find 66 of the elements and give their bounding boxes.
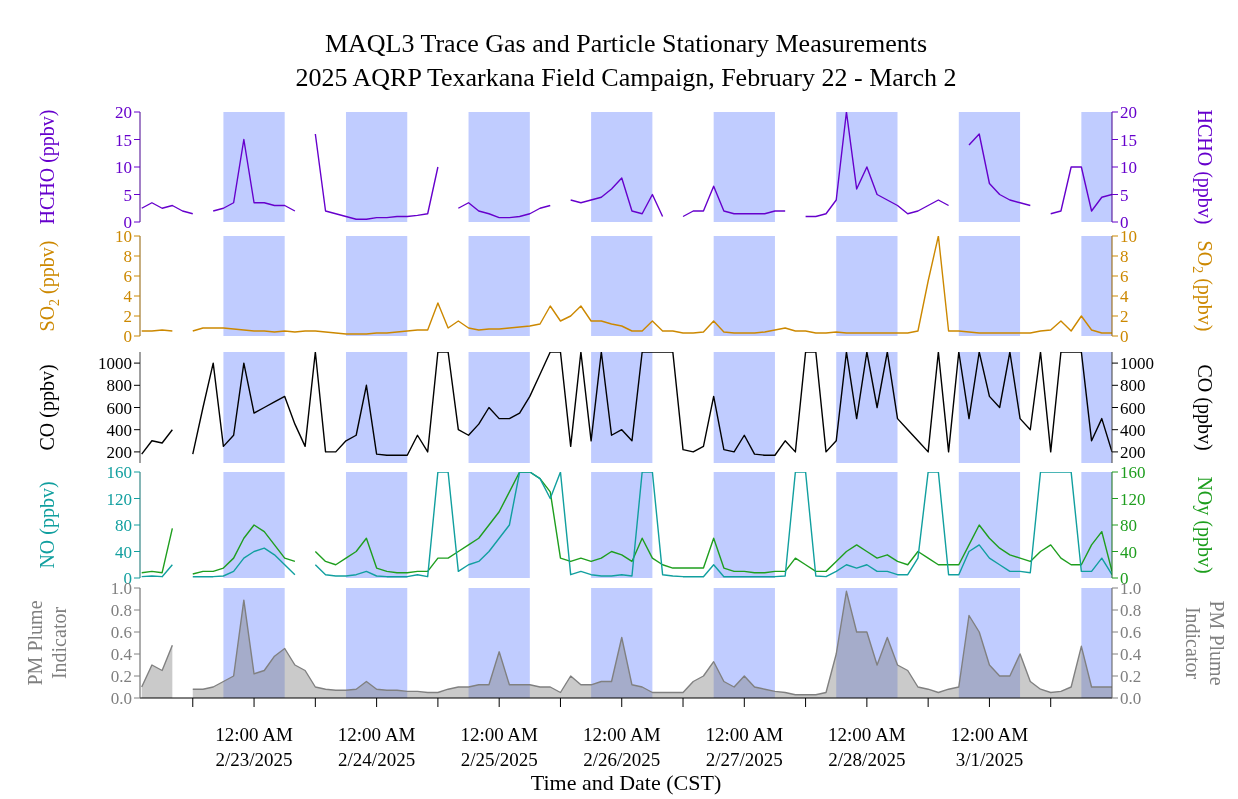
y2-tick-label: 0.8: [1120, 601, 1142, 621]
y2-axis-title: HCHO (ppbv): [1193, 109, 1216, 225]
y-tick-label: 0.6: [110, 623, 132, 643]
y2-tick-label: 2: [1120, 307, 1129, 327]
y-tick-label: 0.4: [110, 645, 133, 665]
y-tick-label: 20: [115, 103, 132, 123]
y2-tick-label: 160: [1120, 463, 1146, 483]
y2-tick-label: 8: [1120, 247, 1129, 267]
y-tick-label: 10: [115, 227, 132, 247]
y2-tick-label: 20: [1120, 103, 1137, 123]
y2-tick-label: 40: [1120, 542, 1137, 562]
x-tick-label: 12:00 AM 3/1/2025: [950, 723, 1029, 769]
y-axis-title: CO (ppbv): [36, 364, 59, 451]
y-tick-label: 6: [123, 267, 132, 287]
chart-subtitle: 2025 AQRP Texarkana Field Campaign, February 22 - March 2: [294, 62, 958, 94]
y2-axis-title: NOy (ppbv): [1193, 476, 1216, 574]
y-tick-label: 200: [106, 442, 132, 462]
y-axis-title: NO (ppbv): [36, 481, 59, 569]
y2-tick-label: 800: [1120, 376, 1146, 396]
y2-tick-label: 80: [1120, 516, 1137, 536]
y2-tick-label: 4: [1120, 287, 1129, 307]
y2-tick-label: 0.4: [1120, 645, 1142, 665]
x-tick-label: 12:00 AM 2/27/2025: [705, 723, 784, 769]
x-tick-label: 12:00 AM 2/28/2025: [828, 723, 906, 769]
y2-tick-label: 6: [1120, 267, 1129, 287]
x-tick-label: 12:00 AM 2/26/2025: [582, 723, 661, 769]
y-axis-title: HCHO (ppbv): [36, 109, 59, 225]
y-tick-label: 0.8: [110, 601, 132, 621]
y-tick-label: 0.0: [110, 689, 132, 709]
y-tick-label: 4: [123, 287, 133, 307]
y-tick-label: 2: [123, 307, 132, 327]
y-tick-label: 15: [115, 130, 132, 150]
y-tick-label: 1000: [98, 354, 132, 374]
y2-tick-label: 0.6: [1120, 623, 1142, 643]
y-tick-label: 80: [115, 516, 132, 536]
x-tick-label: 12:00 AM 2/24/2025: [337, 723, 416, 769]
y-tick-label: 800: [106, 376, 132, 396]
y2-tick-label: 10: [1120, 227, 1137, 247]
y2-axis-title: PM Plume Indicator: [1182, 600, 1228, 686]
y2-tick-label: 600: [1120, 398, 1146, 418]
x-tick-label: 12:00 AM 2/23/2025: [215, 723, 293, 769]
x-axis-title: Time and Date (CST): [530, 769, 722, 795]
y2-tick-label: 400: [1120, 420, 1146, 440]
y-tick-label: 0: [123, 327, 132, 347]
y2-tick-label: 10: [1120, 158, 1137, 178]
y2-axis-title: CO (ppbv): [1193, 364, 1216, 451]
y2-tick-label: 200: [1120, 442, 1146, 462]
y-tick-label: 120: [106, 489, 132, 509]
y-tick-label: 40: [115, 542, 132, 562]
y-tick-label: 400: [106, 420, 132, 440]
y-tick-label: 160: [106, 463, 132, 483]
y-axis-title: PM Plume Indicator: [24, 600, 70, 686]
y2-tick-label: 1000: [1120, 354, 1154, 374]
y2-tick-label: 0.0: [1120, 689, 1142, 709]
y2-tick-label: 120: [1120, 489, 1146, 509]
y-tick-label: 8: [123, 247, 132, 267]
chart-title: MAQL3 Trace Gas and Particle Stationary Measurements: [323, 28, 929, 60]
y2-tick-label: 15: [1120, 130, 1137, 150]
y-tick-label: 10: [115, 158, 132, 178]
y-tick-label: 5: [123, 185, 132, 205]
y2-tick-label: 0: [1120, 327, 1129, 347]
y2-tick-label: 0.2: [1120, 667, 1142, 687]
y-tick-label: 0.2: [110, 667, 132, 687]
y2-tick-label: 5: [1120, 185, 1129, 205]
x-tick-label: 12:00 AM 2/25/2025: [460, 723, 539, 769]
y-tick-label: 600: [106, 398, 132, 418]
